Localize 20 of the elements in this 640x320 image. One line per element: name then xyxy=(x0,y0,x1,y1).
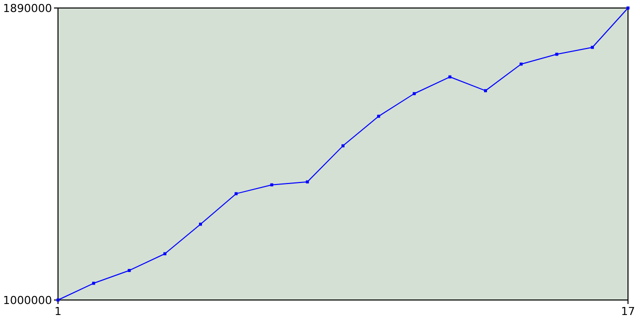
point xyxy=(234,192,238,196)
point xyxy=(412,92,416,96)
point xyxy=(128,268,131,272)
point xyxy=(590,46,594,49)
x-tick-label: 1 xyxy=(54,305,62,318)
point xyxy=(163,252,166,256)
point xyxy=(199,222,202,226)
point xyxy=(555,52,558,56)
point xyxy=(342,144,344,148)
line-series xyxy=(56,6,630,302)
point xyxy=(484,89,487,92)
y-tick-label: 1890000 xyxy=(3,2,52,15)
x-tick-label: 17 xyxy=(621,305,635,318)
y-tick-label: 1000000 xyxy=(3,294,52,307)
point xyxy=(377,114,380,118)
point xyxy=(270,183,274,186)
point xyxy=(520,62,523,66)
point xyxy=(306,180,309,184)
point xyxy=(448,75,452,78)
point xyxy=(92,282,96,285)
